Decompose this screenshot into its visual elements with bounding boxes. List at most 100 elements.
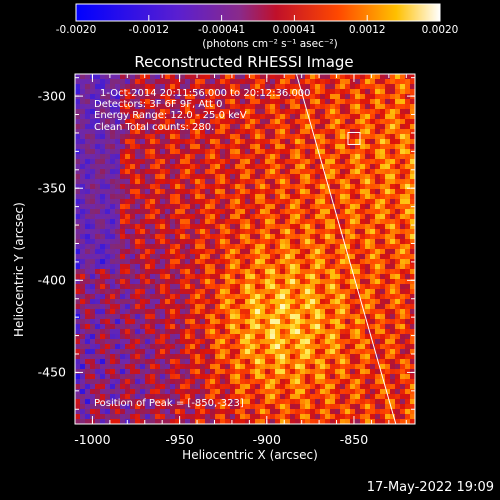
heatmap-cell <box>365 359 371 365</box>
heatmap-cell <box>410 364 415 370</box>
heatmap-cell <box>170 109 176 115</box>
heatmap-cell <box>330 359 336 365</box>
heatmap-cell <box>135 99 141 105</box>
heatmap-cell <box>365 149 371 155</box>
heatmap-cell <box>85 349 91 355</box>
heatmap-cell <box>315 154 321 160</box>
heatmap-cell <box>230 264 236 270</box>
heatmap-cell <box>345 154 351 160</box>
heatmap-cell <box>90 194 96 200</box>
heatmap-cell <box>230 84 236 90</box>
heatmap-cell <box>170 294 176 300</box>
heatmap-cell <box>130 384 136 390</box>
heatmap-cell <box>265 194 271 200</box>
heatmap-cell <box>305 204 311 210</box>
heatmap-cell <box>330 404 336 410</box>
heatmap-cell <box>405 259 411 265</box>
heatmap-cell <box>115 394 121 400</box>
heatmap-cell <box>360 299 366 305</box>
colorbar-tick-label: 0.0020 <box>421 24 459 36</box>
heatmap-cell <box>385 74 391 80</box>
heatmap-cell <box>230 114 236 120</box>
heatmap-cell <box>100 139 106 145</box>
heatmap-cell <box>235 104 241 110</box>
heatmap-cell <box>160 309 166 315</box>
heatmap-cell <box>310 419 316 424</box>
heatmap-cell <box>145 244 151 250</box>
heatmap-cell <box>340 229 346 235</box>
heatmap-cell <box>345 414 351 420</box>
heatmap-cell <box>355 119 361 125</box>
heatmap-cell <box>325 164 331 170</box>
heatmap-cell <box>370 319 376 325</box>
heatmap-cell <box>235 339 241 345</box>
heatmap-cell <box>375 419 381 424</box>
heatmap-cell <box>130 284 136 290</box>
heatmap-cell <box>95 184 101 190</box>
heatmap-cell <box>130 399 136 405</box>
heatmap-cell <box>390 199 396 205</box>
heatmap-cell <box>400 209 406 215</box>
heatmap-cell <box>295 94 301 100</box>
heatmap-cell <box>340 194 346 200</box>
heatmap-cell <box>315 184 321 190</box>
heatmap-cell <box>390 404 396 410</box>
heatmap-cell <box>410 274 415 280</box>
heatmap-cell <box>320 344 326 350</box>
heatmap-cell <box>205 184 211 190</box>
heatmap-cell <box>160 119 166 125</box>
heatmap-cell <box>370 294 376 300</box>
heatmap-cell <box>340 109 346 115</box>
heatmap-cell <box>330 124 336 130</box>
heatmap-cell <box>345 209 351 215</box>
heatmap-cell <box>400 299 406 305</box>
heatmap-cell <box>150 144 156 150</box>
heatmap-cell <box>160 169 166 175</box>
heatmap-cell <box>215 174 221 180</box>
heatmap-cell <box>135 234 141 240</box>
heatmap-cell <box>235 394 241 400</box>
heatmap-cell <box>215 239 221 245</box>
heatmap-cell <box>230 329 236 335</box>
heatmap-cell <box>345 269 351 275</box>
heatmap-cell <box>85 199 91 205</box>
heatmap-cell <box>355 214 361 220</box>
heatmap-cell <box>410 394 415 400</box>
heatmap-cell <box>290 224 296 230</box>
heatmap-cell <box>365 119 371 125</box>
heatmap-cell <box>380 389 386 395</box>
heatmap-cell <box>370 99 376 105</box>
heatmap-cell <box>195 224 201 230</box>
heatmap-cell <box>175 399 181 405</box>
heatmap-cell <box>405 139 411 145</box>
heatmap-cell <box>220 274 226 280</box>
heatmap-cell <box>210 84 216 90</box>
heatmap-cell <box>335 249 341 255</box>
heatmap-cell <box>410 109 415 115</box>
heatmap-cell <box>205 314 211 320</box>
heatmap-cell <box>85 109 91 115</box>
heatmap-cell <box>85 194 91 200</box>
heatmap-cell <box>360 324 366 330</box>
heatmap-cell <box>210 159 216 165</box>
heatmap-cell <box>200 229 206 235</box>
heatmap-cell <box>280 154 286 160</box>
heatmap-cell <box>200 154 206 160</box>
heatmap-cell <box>320 284 326 290</box>
heatmap-cell <box>125 139 131 145</box>
heatmap-cell <box>85 314 91 320</box>
heatmap-cell <box>405 409 411 415</box>
heatmap-cell <box>295 339 301 345</box>
heatmap-cell <box>270 314 276 320</box>
heatmap-cell <box>215 299 221 305</box>
heatmap-cell <box>180 104 186 110</box>
heatmap-cell <box>120 274 126 280</box>
heatmap-cell <box>270 399 276 405</box>
heatmap-cell <box>220 149 226 155</box>
heatmap-cell <box>350 319 356 325</box>
heatmap-cell <box>200 324 206 330</box>
heatmap-cell <box>170 159 176 165</box>
heatmap-cell <box>395 114 401 120</box>
heatmap-cell <box>90 379 96 385</box>
